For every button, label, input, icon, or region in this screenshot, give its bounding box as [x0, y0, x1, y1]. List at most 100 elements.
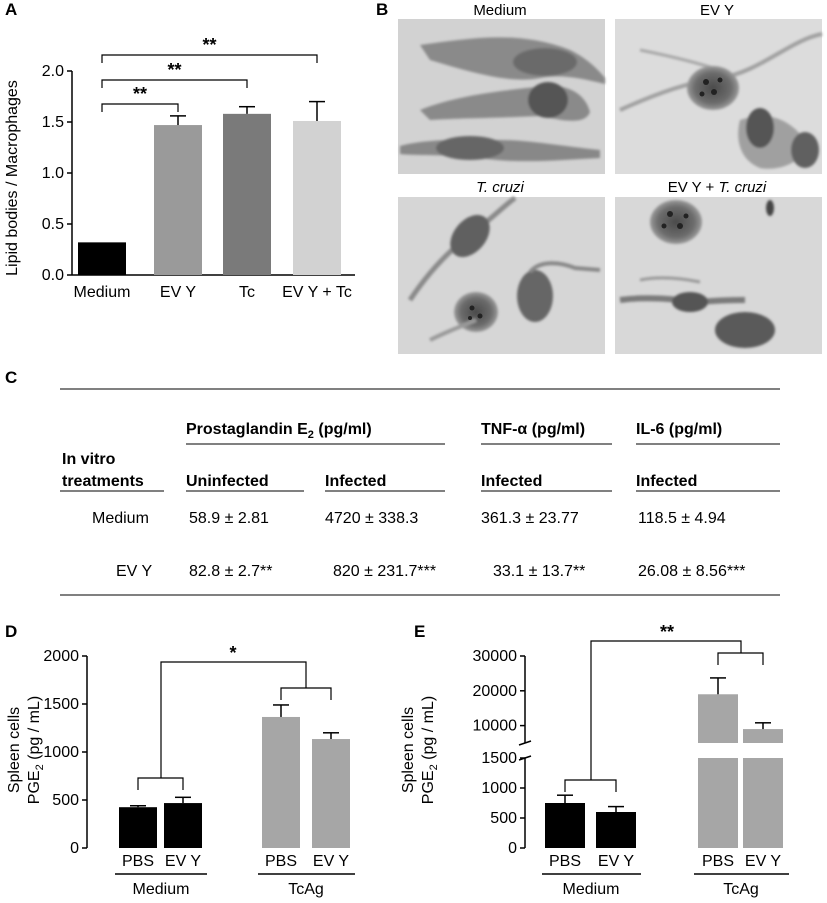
- panel-c-letter: C: [5, 368, 17, 387]
- panel-a-y-tick-label: 2.0: [42, 63, 64, 80]
- panel-e-y-tick-label: 10000: [473, 718, 518, 735]
- panel-d-y-axis-label-line2: PGE2 (pg / mL): [26, 696, 46, 804]
- micrograph-medium: [398, 19, 605, 174]
- micrograph-label-medium: Medium: [473, 2, 526, 19]
- panel-a-x-tick-label: EV Y + Tc: [282, 284, 352, 301]
- panel-d-y-tick-label: 500: [52, 792, 79, 809]
- panel-d-x-tick-label: EV Y: [165, 853, 202, 870]
- panel-a-significance-label: **: [133, 84, 147, 104]
- panel-a-letter: A: [5, 0, 17, 19]
- panel-a-significance-bracket: [101, 103, 179, 112]
- panel-e-y-tick-label: 30000: [473, 648, 518, 665]
- micrograph-evy: [615, 19, 823, 174]
- panel-d-group-label: TcAg: [288, 881, 324, 898]
- table-cell: 58.9 ± 2.81: [189, 510, 269, 527]
- panel-a-significance-bracket: [101, 79, 248, 88]
- panel-d-chart: D Spleen cells PGE2 (pg / mL) 0 500 1000 15…: [5, 622, 355, 898]
- panel-e-y-axis-label-line2: PGE2 (pg / mL): [420, 696, 440, 804]
- table-row-header-line2: treatments: [62, 473, 144, 490]
- panel-d-letter: D: [5, 622, 17, 641]
- panel-e-y-tick-label: 20000: [473, 683, 518, 700]
- table-cell: 33.1 ± 13.7**: [493, 563, 585, 580]
- micrograph-label-evy-tcruzi: EV Y + T. cruzi: [668, 179, 767, 196]
- panel-a-bar: [154, 125, 202, 275]
- panel-d-group-bracket-medium: [137, 777, 184, 790]
- panel-d-bar: [119, 807, 157, 848]
- panel-a-y-tick-label: 1.0: [42, 165, 64, 182]
- panel-b-micrographs: B Medium EV Y T. cruzi EV Y + T. cruzi: [376, 0, 823, 354]
- panel-e-bar-lower-segment: [698, 758, 738, 848]
- panel-b-letter: B: [376, 0, 388, 19]
- panel-e-significance-bracket: [590, 640, 742, 780]
- panel-e-group-bracket-tcag: [717, 652, 764, 665]
- panel-a-x-tick-label: Tc: [239, 284, 255, 301]
- panel-e-group-label: TcAg: [723, 881, 759, 898]
- panel-a-bar: [293, 120, 341, 275]
- panel-e-chart: E Spleen cells PGE2 (pg / mL) 0 500 1000 15…: [400, 622, 789, 898]
- panel-d-bar: [164, 803, 202, 848]
- panel-e-group-label: Medium: [563, 881, 620, 898]
- table-cell: 82.8 ± 2.7**: [189, 563, 273, 580]
- panel-d-x-tick-label: PBS: [265, 853, 297, 870]
- table-cell: 4720 ± 338.3: [325, 510, 418, 527]
- panel-d-x-tick-label: PBS: [122, 853, 154, 870]
- panel-d-y-axis-label-line1: Spleen cells: [6, 707, 23, 793]
- panel-d-y-tick-label: 1000: [43, 744, 79, 761]
- panel-e-y-axis-label-line1: Spleen cells: [400, 707, 417, 793]
- panel-d-significance-label: *: [229, 643, 236, 663]
- panel-a-chart: A Lipid bodies / Macrophages 0.0 0.5 1.0 1.…: [4, 0, 355, 301]
- panel-e-x-tick-label: EV Y: [598, 853, 635, 870]
- micrograph-tcruzi: [398, 195, 605, 354]
- table-cell: 820 ± 231.7***: [333, 563, 436, 580]
- panel-a-bar: [78, 242, 126, 275]
- panel-e-y-tick-label: 1500: [481, 750, 517, 767]
- panel-e-axis-break-mark: [518, 740, 532, 746]
- panel-e-group-bracket-medium: [564, 779, 617, 792]
- panel-e-y-tick-label: 0: [508, 840, 517, 857]
- panel-a-bar: [223, 113, 271, 275]
- panel-d-bar: [262, 716, 300, 848]
- panel-e-letter: E: [414, 622, 425, 641]
- panel-d-significance-bracket: [160, 661, 307, 778]
- panel-d-group-bracket-tcag: [280, 687, 332, 700]
- table-cell: 26.08 ± 8.56***: [638, 563, 746, 580]
- panel-c-table: C Prostaglandin E2 (pg/ml) TNF-α (pg/ml)…: [5, 368, 780, 596]
- panel-e-x-tick-label: PBS: [702, 853, 734, 870]
- panel-d-group-label: Medium: [133, 881, 190, 898]
- panel-a-y-tick-label: 0.5: [42, 216, 64, 233]
- micrograph-label-evy: EV Y: [700, 2, 734, 19]
- panel-e-bar: [743, 729, 783, 743]
- panel-e-bar-lower-segment: [743, 758, 783, 848]
- table-row-header-line1: In vitro: [62, 451, 116, 468]
- panel-d-y-tick-label: 0: [70, 840, 79, 857]
- panel-d-y-tick-label: 2000: [43, 648, 79, 665]
- micrograph-label-tcruzi: T. cruzi: [476, 179, 524, 196]
- panel-a-significance-label: **: [167, 60, 181, 80]
- micrograph-evy-tcruzi: [615, 197, 822, 354]
- table-sub-infected-pge: Infected: [325, 473, 386, 490]
- panel-e-y-tick-label: 1000: [481, 780, 517, 797]
- panel-a-significance-bracket: [101, 54, 318, 63]
- panel-e-bar: [698, 694, 738, 743]
- table-sub-uninfected: Uninfected: [186, 473, 269, 490]
- panel-d-x-tick-label: EV Y: [313, 853, 350, 870]
- table-cell: 118.5 ± 4.94: [638, 510, 726, 527]
- panel-a-y-tick-label: 0.0: [42, 267, 64, 284]
- panel-e-y-tick-label: 500: [490, 810, 517, 827]
- table-header-tnf: TNF-α (pg/ml): [481, 421, 585, 438]
- table-row-label: Medium: [92, 510, 149, 527]
- table-cell: 361.3 ± 23.77: [481, 510, 579, 527]
- table-row-label: EV Y: [116, 563, 153, 580]
- panel-e-bar: [596, 812, 636, 848]
- panel-a-significance-label: **: [202, 35, 216, 55]
- panel-e-bar: [545, 803, 585, 848]
- panel-e-significance-label: **: [660, 622, 674, 642]
- table-sub-infected-tnf: Infected: [481, 473, 542, 490]
- panel-a-y-axis-label: Lipid bodies / Macrophages: [4, 80, 21, 276]
- panel-e-x-tick-label: PBS: [549, 853, 581, 870]
- panel-a-x-tick-label: Medium: [74, 284, 131, 301]
- table-sub-infected-il6: Infected: [636, 473, 697, 490]
- panel-a-x-tick-label: EV Y: [160, 284, 197, 301]
- panel-d-y-tick-label: 1500: [43, 696, 79, 713]
